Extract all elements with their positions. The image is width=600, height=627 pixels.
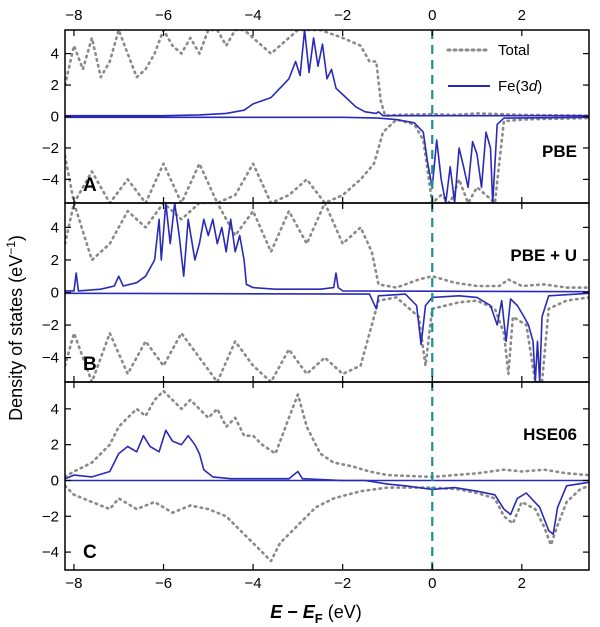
bottom-tick-labels: −8 −6 −4 −2 0 2 [65,575,526,592]
x-tick-label-top: −8 [65,7,82,24]
x-tick-label-bottom: 2 [518,575,526,592]
x-tick-label-top: −6 [155,7,172,24]
total-dos-down [65,484,589,563]
fe3d-dos-up [65,429,589,482]
y-tick-label: −4 [42,171,59,188]
y-tick-label: 4 [51,219,59,236]
panel-letter: B [83,354,97,375]
panel-b: −4 −2 0 2 4 B PBE + U [42,202,590,383]
panel-a: −4 −2 0 2 4 A PBE [42,29,590,204]
fe3d-dos-down [65,116,589,203]
panels-layer: −4 −2 0 2 4 A PBE −4 −2 0 2 4 B PBE + U −4 −2 0 2 4 C HSE06 [42,29,590,571]
y-tick-label: −2 [42,140,59,157]
y-tick-label: 2 [51,437,59,454]
y-axis-title: Density of states (eV−1) [4,235,26,421]
y-tick-label: 0 [51,285,59,302]
method-label: PBE [542,142,577,161]
x-axis-title: E − EF (eV) [270,602,362,626]
y-tick-label: 0 [51,109,59,126]
x-tick-label-bottom: 0 [428,575,436,592]
x-tick-label-top: 0 [428,7,436,24]
total-dos-up [65,389,589,479]
panel-frame [64,381,590,571]
y-tick-label: −2 [42,508,59,525]
method-label: PBE + U [510,246,577,265]
y-tick-label: −2 [42,317,59,334]
y-tick-label: −4 [42,544,59,561]
fe3d-dos-down [65,292,589,382]
method-label: HSE06 [523,425,577,444]
y-tick-label: 2 [51,77,59,94]
y-tick-label: −4 [42,350,59,367]
fe3d-dos-down [65,479,589,536]
total-dos-down [65,116,589,203]
legend-fe3d-label: Fe(3d) [498,78,542,95]
panel-c: −4 −2 0 2 4 C HSE06 [42,381,590,571]
y-tick-label: 2 [51,252,59,269]
panel-letter: A [83,175,97,196]
fe3d-dos-up [65,30,589,117]
panel-letter: C [83,542,97,563]
legend-total-label: Total [498,42,530,59]
x-tick-label-bottom: −6 [155,575,172,592]
x-tick-label-bottom: −8 [65,575,82,592]
x-tick-label-bottom: −2 [334,575,351,592]
top-tick-labels: −8 −6 −4 −2 0 2 [65,7,526,24]
y-tick-label: 4 [51,401,59,418]
x-tick-label-top: −2 [334,7,351,24]
total-dos-down [65,296,589,382]
legend: Total Fe(3d) [446,42,542,95]
x-tick-label-bottom: −4 [245,575,262,592]
y-tick-label: 4 [51,46,59,63]
y-tick-label: 0 [51,472,59,489]
total-dos-up [65,203,589,289]
fe3d-dos-up [65,203,589,293]
x-tick-label-top: 2 [518,7,526,24]
x-tick-label-top: −4 [245,7,262,24]
